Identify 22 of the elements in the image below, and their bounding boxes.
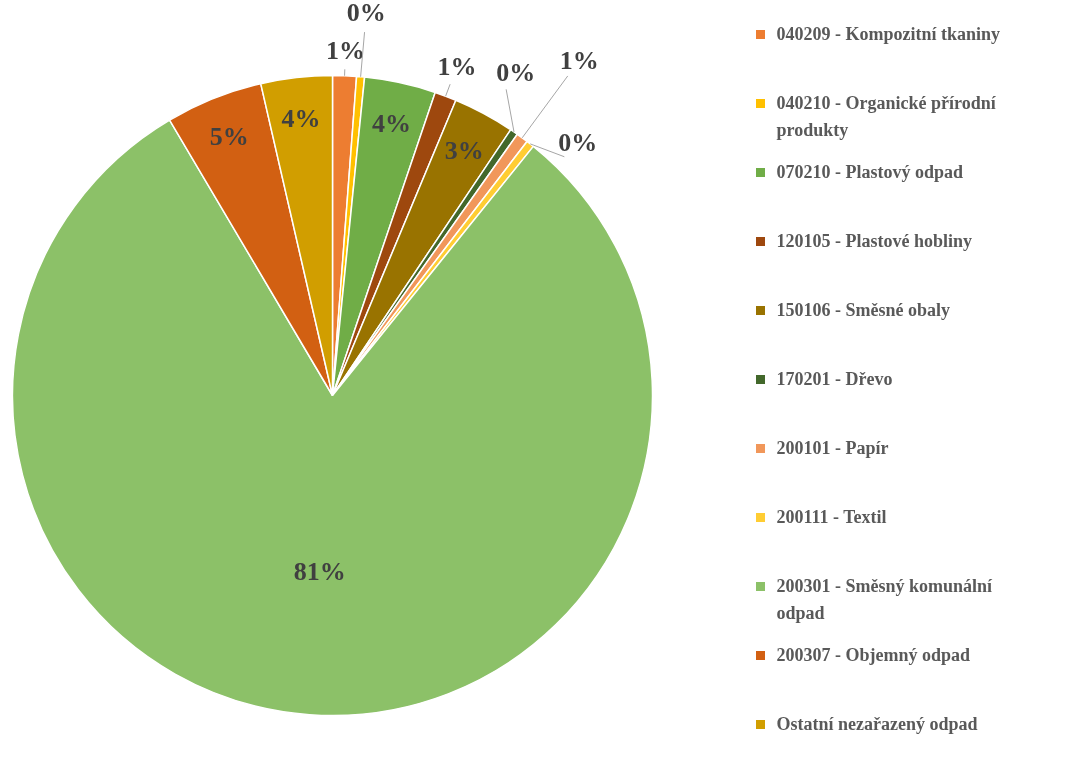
data-label: 81% — [293, 556, 346, 586]
legend-label: 200301 - Směsný komunální odpad — [776, 575, 994, 623]
data-label: 5% — [209, 122, 249, 152]
data-label: 1% — [437, 51, 477, 81]
legend-label: 040209 - Kompozitní tkaniny — [776, 23, 1001, 44]
data-label: 1% — [326, 35, 366, 65]
legend-label: 200111 - Textil — [776, 506, 887, 527]
data-label: 0% — [346, 0, 386, 28]
legend-label: 040210 - Organické přírodní produkty — [776, 92, 997, 140]
legend-label: 200307 - Objemný odpad — [776, 644, 971, 665]
legend-label: 150106 - Směsné obaly — [776, 299, 951, 320]
legend-label: 170201 - Dřevo — [776, 368, 893, 389]
legend-label: 200101 - Papír — [776, 437, 889, 458]
data-label: 3% — [444, 135, 484, 165]
data-label: 1% — [559, 45, 599, 75]
data-label: 0% — [496, 58, 536, 88]
data-label: 0% — [558, 128, 598, 158]
data-label: 4% — [281, 104, 321, 134]
legend-label: Ostatní nezařazený odpad — [776, 713, 978, 734]
legend-label: 070210 - Plastový odpad — [776, 161, 964, 182]
legend-label: 120105 - Plastové hobliny — [776, 230, 973, 251]
data-label: 4% — [372, 108, 412, 138]
